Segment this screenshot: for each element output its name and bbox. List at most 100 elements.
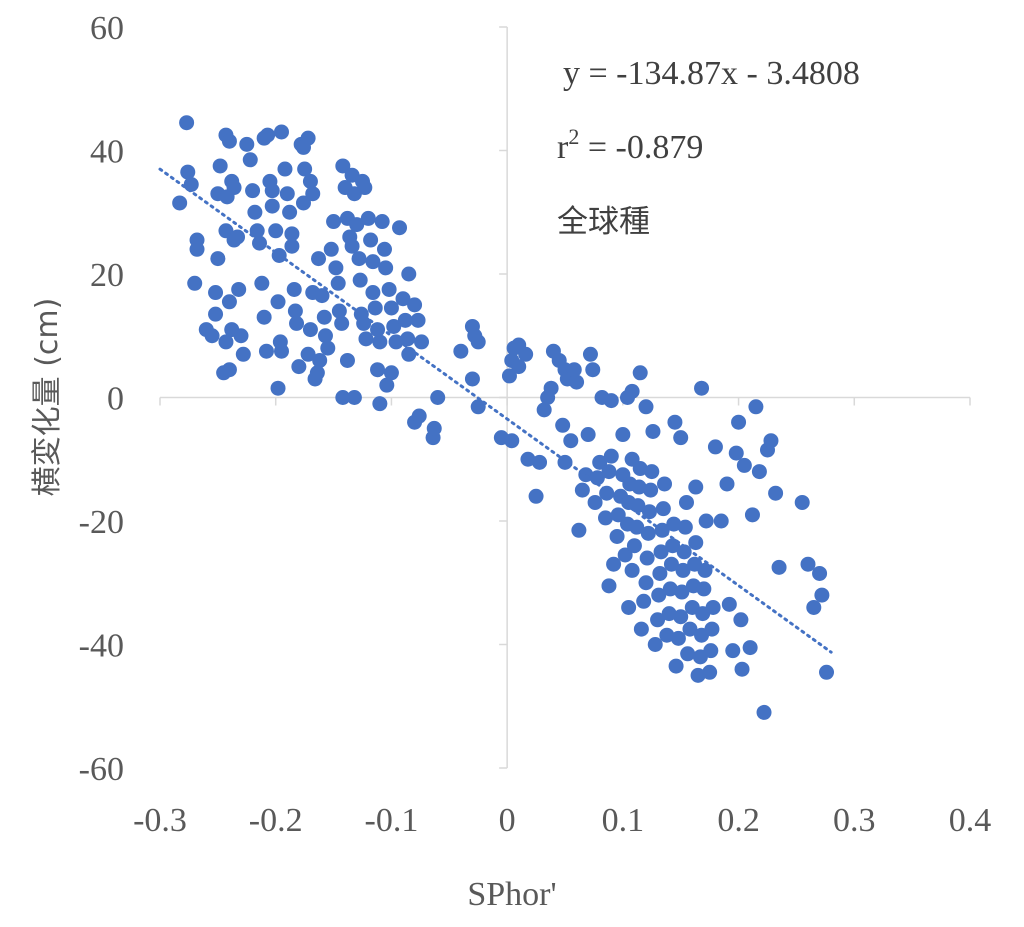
data-point xyxy=(284,226,300,242)
data-point xyxy=(376,241,392,257)
x-tick-label: 0.1 xyxy=(602,802,645,839)
data-point xyxy=(532,454,548,470)
data-point xyxy=(187,275,203,291)
data-point xyxy=(713,513,729,529)
data-point xyxy=(378,260,394,276)
data-point xyxy=(289,315,305,331)
data-point xyxy=(662,581,678,597)
data-point xyxy=(372,396,388,412)
x-axis-ticks: -0.3 -0.2 -0.1 0 0.1 0.2 0.3 0.4 xyxy=(133,397,992,839)
data-point xyxy=(312,352,328,368)
data-point xyxy=(571,522,587,538)
data-point xyxy=(667,414,683,430)
data-point xyxy=(643,482,659,498)
y-axis-title: 横変化量 (cm) xyxy=(30,298,65,497)
data-point xyxy=(675,562,691,578)
data-point xyxy=(335,390,351,405)
data-point xyxy=(339,352,355,368)
data-point xyxy=(264,183,280,199)
data-point xyxy=(410,312,426,328)
data-point xyxy=(395,291,411,307)
data-point xyxy=(245,183,261,199)
data-point xyxy=(638,399,654,415)
data-point xyxy=(367,300,383,316)
data-point xyxy=(734,661,750,677)
data-point xyxy=(268,223,284,239)
data-point xyxy=(653,544,669,560)
data-point xyxy=(696,581,712,597)
data-point xyxy=(470,334,486,350)
data-point xyxy=(585,362,601,378)
data-point xyxy=(381,281,397,297)
data-point xyxy=(397,312,413,328)
data-point xyxy=(682,621,698,637)
data-point xyxy=(652,565,668,581)
data-point xyxy=(302,173,318,189)
data-point xyxy=(666,516,682,532)
data-point xyxy=(707,439,723,455)
data-point xyxy=(721,596,737,612)
data-point xyxy=(736,457,752,473)
data-point xyxy=(703,643,719,659)
data-point xyxy=(598,510,613,526)
data-point xyxy=(453,343,469,359)
data-point xyxy=(674,584,690,600)
pitch-type-label: 全球種 xyxy=(557,204,650,240)
data-point xyxy=(365,285,381,301)
data-point xyxy=(504,433,520,449)
x-tick-label: 0.4 xyxy=(949,802,992,839)
data-point xyxy=(317,328,333,344)
data-point xyxy=(247,204,263,220)
data-point xyxy=(742,640,758,656)
data-point xyxy=(725,643,741,659)
data-point xyxy=(661,606,677,622)
data-point xyxy=(314,288,330,304)
data-point xyxy=(657,476,673,492)
data-point xyxy=(316,309,332,325)
data-point xyxy=(566,362,582,378)
data-point xyxy=(748,399,764,415)
data-point xyxy=(641,504,657,520)
data-point xyxy=(536,402,552,418)
data-point xyxy=(189,241,205,257)
y-tick-label: -40 xyxy=(79,628,124,665)
data-point xyxy=(270,294,286,310)
data-point xyxy=(733,612,749,628)
data-point xyxy=(702,664,718,680)
data-point xyxy=(204,328,220,344)
data-point xyxy=(379,377,395,393)
data-point xyxy=(582,346,598,362)
data-point xyxy=(235,346,251,362)
data-point xyxy=(601,578,617,594)
data-point xyxy=(601,464,617,480)
data-point xyxy=(812,565,828,581)
data-point xyxy=(356,315,372,331)
r-squared-annotation: r2 = -0.879 xyxy=(557,124,703,166)
data-point xyxy=(249,223,265,239)
data-point xyxy=(629,519,645,535)
data-point xyxy=(208,306,224,322)
data-point xyxy=(383,300,399,316)
r-squared-value: = -0.879 xyxy=(579,129,703,166)
data-point xyxy=(569,374,585,390)
x-tick-label: 0 xyxy=(499,802,516,839)
r-squared-superscript: 2 xyxy=(568,124,579,149)
data-point xyxy=(557,454,573,470)
data-point xyxy=(756,704,772,720)
data-point xyxy=(697,562,713,578)
data-point xyxy=(574,482,590,498)
data-point xyxy=(426,420,442,436)
data-point xyxy=(731,414,747,430)
data-point xyxy=(372,334,388,350)
data-point xyxy=(663,556,679,572)
data-point xyxy=(501,368,517,384)
y-tick-label: -60 xyxy=(79,751,124,788)
data-point xyxy=(647,637,663,652)
x-axis-title: SPhor' xyxy=(467,876,556,913)
data-point xyxy=(300,346,316,362)
data-point xyxy=(221,294,237,310)
y-tick-label: 60 xyxy=(90,10,124,47)
data-point xyxy=(621,599,637,615)
data-point xyxy=(640,525,656,541)
